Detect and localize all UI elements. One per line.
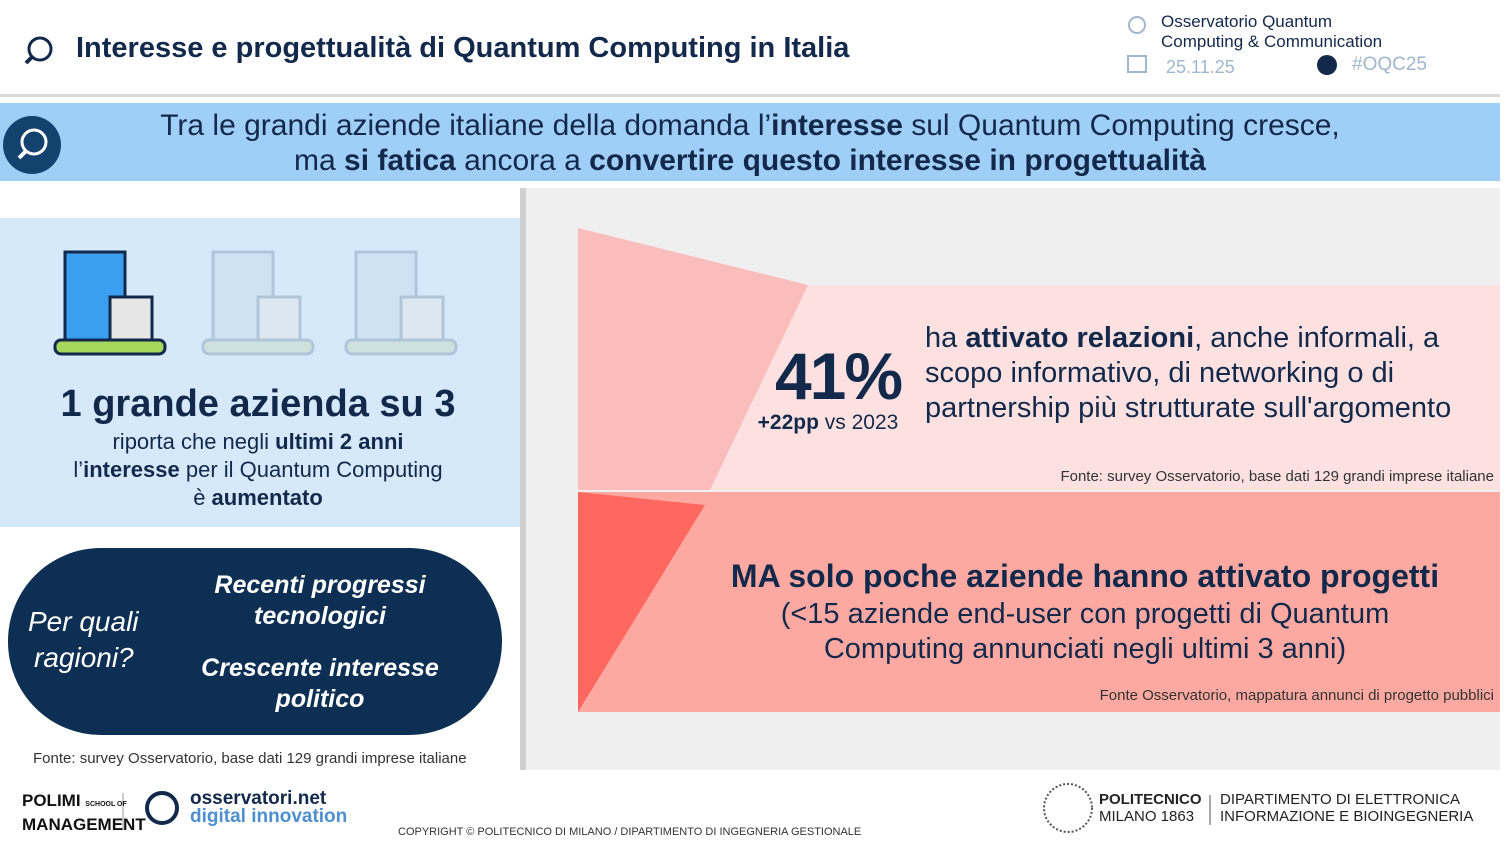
text: si fatica: [344, 144, 456, 177]
text: sul Quantum Computing cresce,: [902, 109, 1340, 142]
text: , anche informali, a scopo informativo, …: [925, 322, 1452, 424]
left-source: Fonte: survey Osservatorio, base dati 12…: [33, 750, 467, 767]
date: 25.11.25: [1166, 57, 1235, 77]
projects-detail: (<15 aziende end-user con progetti di Qu…: [780, 598, 1390, 665]
text: ultimi 2 anni: [275, 429, 404, 454]
stat-change: +22pp vs 2023: [740, 411, 916, 435]
text: POLITECNICO: [1099, 791, 1202, 808]
text: Osservatorio Quantum: [1161, 12, 1333, 31]
building-icons: [53, 250, 458, 356]
osservatori-logo: osservatori.net digital innovation: [190, 788, 348, 827]
stat-source: Fonte: survey Osservatorio, base dati 12…: [1060, 468, 1494, 485]
text: vs 2023: [818, 411, 899, 434]
projects-source: Fonte Osservatorio, mappatura annunci di…: [1099, 687, 1494, 704]
text: POLIMI: [22, 791, 81, 810]
text: aumentato: [211, 485, 323, 510]
text: MILANO 1863: [1099, 808, 1195, 825]
politecnico-logo: POLITECNICO MILANO 1863: [1099, 791, 1202, 825]
text: Tra le grandi aziende italiane della dom…: [160, 109, 772, 142]
stat-value: 41%: [774, 339, 903, 413]
projects-headline: MA solo poche aziende hanno attivato pro…: [730, 558, 1440, 594]
text: riporta che negli: [112, 429, 276, 454]
department: DIPARTIMENTO DI ELETTRONICA INFORMAZIONE …: [1220, 791, 1473, 825]
left-body: riporta che negli ultimi 2 anni l’intere…: [0, 428, 516, 512]
text: INFORMAZIONE E BIOINGEGNERIA: [1220, 808, 1474, 825]
text: è: [193, 485, 212, 510]
text: interesse: [771, 109, 903, 142]
left-headline: 1 grande azienda su 3: [60, 383, 456, 425]
text: ma: [294, 144, 345, 177]
stat-text: ha attivato relazioni, anche informali, …: [925, 321, 1495, 426]
banner-text: Tra le grandi aziende italiane della dom…: [70, 108, 1430, 178]
text: Per quali: [28, 606, 139, 637]
text: +22pp: [757, 411, 819, 434]
organization: Osservatorio Quantum Computing & Communic…: [1161, 12, 1382, 52]
text: attivato relazioni: [965, 322, 1195, 354]
text: ancora a: [455, 144, 590, 177]
hashtag: #OQC25: [1352, 54, 1427, 75]
text: Crescente interesse politico: [201, 654, 439, 713]
text: l’: [73, 457, 84, 482]
reasons: Recenti progressi tecnologici Crescente i…: [180, 570, 460, 715]
text: convertire questo interesse in progettua…: [589, 144, 1206, 177]
text: per il Quantum Computing: [179, 457, 443, 482]
polimi-logo: POLIMI SCHOOL OF MANAGEMENT: [22, 791, 146, 835]
text: Computing & Communication: [1161, 32, 1383, 51]
text: Recenti progressi tecnologici: [214, 571, 426, 630]
copyright: COPYRIGHT © POLITECNICO DI MILANO / DIPA…: [398, 826, 862, 838]
reasons-question: Per quali ragioni?: [28, 604, 139, 676]
text: digital innovation: [190, 806, 348, 827]
text: ha: [925, 322, 966, 354]
title: Interesse e progettualità di Quantum Com…: [76, 32, 850, 64]
text: interesse: [83, 457, 180, 482]
text: SCHOOL OF: [85, 801, 127, 808]
text: ragioni?: [34, 642, 134, 673]
text: DIPARTIMENTO DI ELETTRONICA: [1220, 791, 1461, 808]
text: MANAGEMENT: [22, 815, 146, 834]
text: osservatori.net: [190, 788, 327, 809]
